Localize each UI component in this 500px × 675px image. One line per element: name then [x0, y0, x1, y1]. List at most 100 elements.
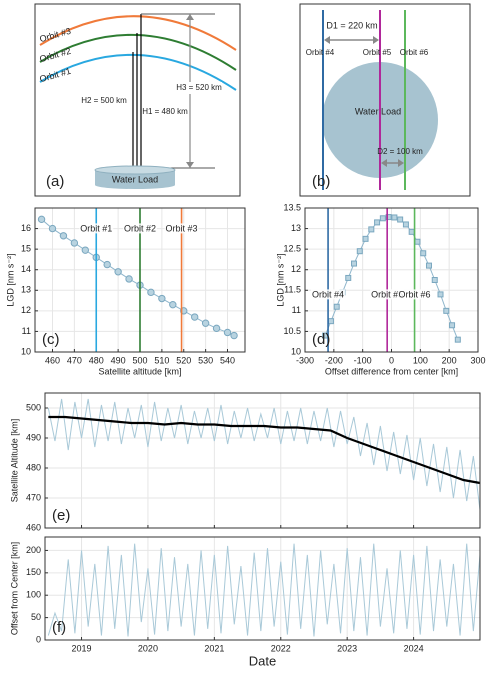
marker — [70, 239, 79, 247]
marker — [201, 319, 210, 327]
orbit-label: Orbit #2 — [124, 223, 156, 233]
orbit-label: Orbit #5 — [371, 289, 403, 299]
orbit-label: Orbit #4 — [312, 289, 344, 299]
marker — [385, 214, 392, 221]
marker — [169, 300, 177, 309]
y-tick-label: 13 — [21, 285, 31, 295]
x-tick-label: -200 — [325, 355, 343, 365]
x-tick-label: 470 — [67, 355, 82, 365]
orbit-label: Orbit #1 — [80, 223, 112, 233]
y-tick-label: 15 — [21, 244, 31, 254]
y-axis-label: LGD [nm s⁻²] — [275, 253, 285, 306]
marker — [408, 228, 415, 235]
y-tick-label: 10 — [21, 346, 31, 356]
marker — [368, 226, 375, 233]
diagram-b: D1 = 220 km D2 = 100 km Orbit #4 Orbit #… — [299, 3, 471, 197]
x-tick-label: 540 — [220, 355, 235, 365]
axes-frame — [304, 207, 479, 353]
x-tick-label: 2024 — [404, 643, 424, 653]
y-tick-label: 480 — [26, 462, 41, 472]
marker — [158, 294, 166, 303]
y-tick-label: 100 — [26, 590, 41, 600]
panel-label: (f) — [52, 619, 66, 636]
marker — [437, 291, 444, 298]
y-tick-label: 470 — [26, 492, 41, 502]
marker — [230, 331, 238, 340]
x-tick-label: 100 — [413, 355, 428, 365]
load-label: Water Load — [355, 106, 401, 116]
plot-area — [45, 537, 480, 640]
y-tick-label: 11 — [292, 305, 301, 315]
marker — [425, 262, 432, 269]
x-tick-label: 480 — [89, 355, 104, 365]
y-tick-label: 490 — [26, 432, 41, 442]
marker — [414, 238, 421, 245]
distance-label: D1 = 220 km — [326, 20, 377, 30]
plot-area — [45, 393, 480, 528]
y-tick-label: 500 — [26, 402, 41, 412]
height-label: H2 = 500 km — [81, 96, 127, 105]
y-tick-label: 11 — [22, 326, 31, 336]
y-tick-label: 12 — [21, 305, 31, 315]
y-tick-label: 200 — [26, 545, 41, 555]
x-tick-label: 2019 — [72, 643, 92, 653]
arrow-head — [324, 36, 379, 44]
axes-frame — [34, 207, 246, 353]
y-tick-label: 14 — [21, 264, 31, 274]
load-label: Water Load — [112, 174, 158, 184]
y-axis-label: Offset from Center [km] — [9, 542, 19, 635]
x-tick-label: 200 — [442, 355, 457, 365]
marker — [374, 219, 381, 226]
marker — [345, 274, 352, 281]
orbit-curve — [39, 15, 237, 51]
panel-label: (c) — [42, 331, 60, 348]
chart: 10 10.5 11 11.5 12 12.5 13 13.5 -300 -200 -100 0 100… — [275, 202, 485, 376]
label-bg — [176, 82, 222, 94]
marker — [59, 232, 68, 240]
y-tick-label: 10.5 — [283, 326, 301, 336]
marker — [114, 268, 122, 276]
marker — [356, 248, 363, 255]
axes-frame — [44, 392, 481, 529]
orbit-label: Orbit #3 — [166, 223, 198, 233]
marker — [443, 307, 450, 314]
y-tick-label: 10 — [291, 346, 301, 356]
marker — [37, 215, 46, 224]
y-axis-label: LGD [nm s⁻²] — [5, 253, 15, 306]
y-tick-label: 11.5 — [284, 285, 301, 295]
marker — [327, 318, 334, 325]
diagram-a: Orbit #3 Orbit #2 Orbit #1 H3 = 520 km H… — [34, 3, 241, 197]
x-tick-label: 490 — [111, 355, 126, 365]
marker — [449, 322, 456, 329]
marker — [402, 221, 409, 228]
marker — [48, 224, 57, 233]
x-axis-label: Satellite altitude [km] — [98, 366, 181, 376]
label-bg — [397, 289, 432, 300]
panel-label: (e) — [52, 507, 70, 524]
y-tick-label: 150 — [26, 567, 41, 577]
x-tick-label: -100 — [354, 355, 372, 365]
x-tick-label: 530 — [198, 355, 213, 365]
height-label: H3 = 520 km — [176, 83, 222, 92]
marker — [391, 214, 398, 221]
axes-frame — [44, 536, 481, 641]
marker — [333, 303, 340, 310]
y-tick-label: 0 — [36, 634, 41, 644]
x-tick-label: -300 — [296, 355, 314, 365]
x-tick-label: 2021 — [204, 643, 224, 653]
marker — [397, 216, 404, 223]
panel-label: (a) — [46, 173, 64, 190]
y-tick-label: 16 — [21, 223, 31, 233]
panel-label: (d) — [312, 331, 330, 348]
marker — [379, 215, 386, 222]
label-bg — [164, 223, 199, 234]
orbit-label: Orbit #6 — [400, 48, 429, 57]
x-axis-label: Date — [249, 653, 276, 668]
marker — [212, 324, 221, 333]
panel-label: (b) — [312, 173, 330, 190]
x-tick-label: 460 — [45, 355, 60, 365]
y-tick-label: 12 — [291, 264, 301, 274]
label-bg — [122, 223, 158, 234]
y-tick-label: 13 — [291, 223, 301, 233]
y-tick-label: 12.5 — [283, 244, 301, 254]
